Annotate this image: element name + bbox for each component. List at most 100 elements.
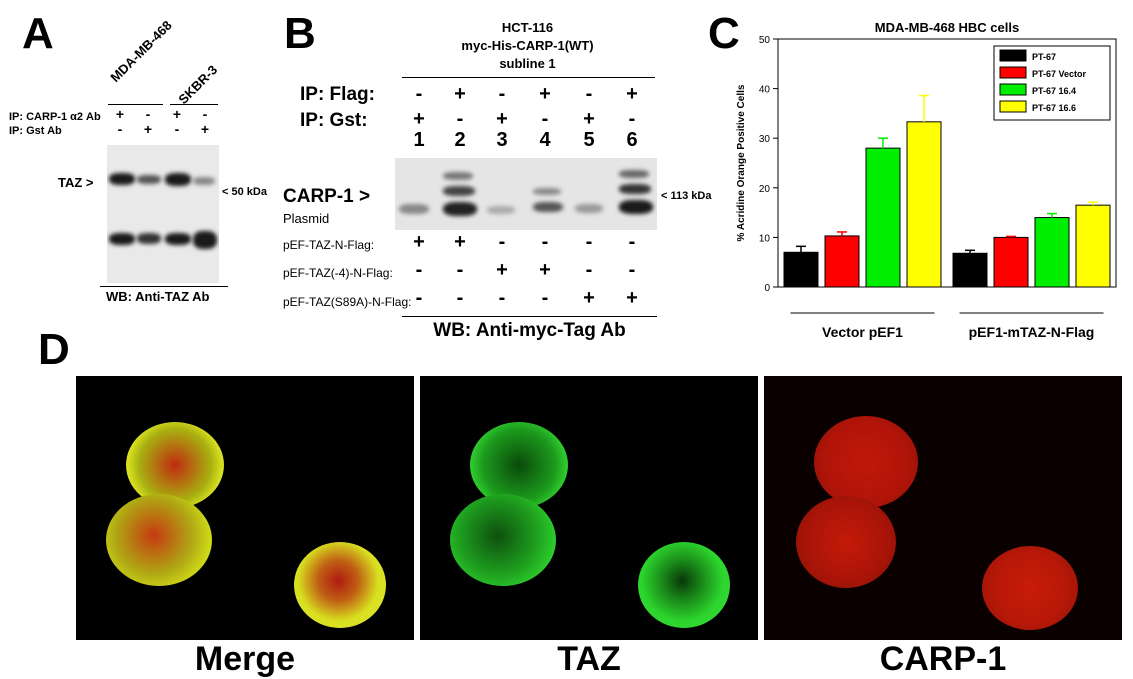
legend-swatch [999, 49, 1027, 62]
cell [126, 422, 224, 508]
y-tick-label: 40 [759, 85, 771, 96]
legend-label: PT-67 16.4 [1032, 86, 1076, 96]
mda-column-line [108, 104, 163, 105]
mark: + [200, 121, 210, 137]
mark: + [539, 259, 551, 281]
legend-label: PT-67 16.6 [1032, 103, 1076, 113]
mark: - [117, 121, 123, 137]
cell [814, 416, 918, 508]
ip-row-label-carp: IP: CARP-1 α2 Ab [9, 111, 101, 123]
legend-label: PT-67 Vector [1032, 69, 1087, 79]
mark: + [626, 287, 638, 309]
y-tick-label: 20 [759, 184, 771, 195]
blot-band [109, 173, 135, 185]
mark: - [415, 83, 423, 105]
lane-number: 1 [413, 129, 425, 151]
cell [796, 496, 896, 588]
lane-number: 5 [583, 129, 595, 151]
y-tick-label: 0 [764, 283, 770, 294]
bar [783, 251, 819, 288]
mark: - [541, 287, 549, 309]
blot-band [193, 177, 215, 185]
header-line: myc-His-CARP-1(WT) [461, 38, 594, 53]
group-label: pEF1-mTAZ-N-Flag [969, 324, 1095, 340]
legend-swatch [999, 83, 1027, 96]
mark: - [628, 259, 636, 281]
caption-taz: TAZ [557, 640, 621, 678]
bar [1075, 204, 1111, 288]
mark: - [585, 231, 593, 253]
wb-line-a [100, 286, 228, 287]
caption-merge: Merge [194, 640, 296, 678]
carp1-micrograph [764, 376, 1122, 640]
panel-label-c: C [708, 9, 740, 58]
ip-gst-label: IP: Gst: [300, 110, 368, 131]
mark: - [541, 108, 549, 130]
mark: + [454, 231, 466, 253]
header-line: HCT-116 [501, 20, 554, 35]
mark: - [585, 83, 593, 105]
carp1-band-label: CARP-1 > [283, 186, 371, 207]
mark: - [585, 259, 593, 281]
blot-band [575, 204, 603, 213]
mark: - [415, 259, 423, 281]
acridine-orange-bar-chart: MDA-MB-468 HBC cells 0 10 20 30 40 50 % Acridin… [736, 20, 1117, 340]
blot-band [487, 206, 515, 214]
ip-flag-label: IP: Flag: [300, 84, 375, 105]
mark: + [496, 259, 508, 281]
y-tick-label: 10 [759, 233, 771, 244]
caption-carp1: CARP-1 [879, 640, 1007, 678]
plasmid-row-label: pEF-TAZ(S89A)-N-Flag: [283, 295, 412, 309]
blot-band [443, 172, 473, 180]
taz-size-marker: < 50 kDa [222, 186, 267, 198]
mark: - [498, 231, 506, 253]
mark: - [541, 231, 549, 253]
cell [294, 542, 386, 628]
plasmid-row-label: pEF-TAZ(-4)-N-Flag: [283, 266, 393, 280]
mark: - [498, 83, 506, 105]
bar [993, 236, 1029, 288]
mark: - [145, 106, 151, 122]
blot-band [165, 233, 191, 245]
blot-band [533, 202, 563, 212]
plasmid-row-label: pEF-TAZ-N-Flag: [283, 238, 375, 252]
mark: + [496, 108, 508, 130]
cell [106, 494, 212, 586]
mark: + [583, 108, 595, 130]
taz-band-label: TAZ > [58, 175, 94, 190]
mark: - [415, 287, 423, 309]
bar [865, 147, 901, 288]
panel-label-b: B [284, 9, 316, 58]
blot-band [165, 173, 191, 186]
mark: - [456, 108, 464, 130]
wb-label-b: WB: Anti-myc-Tag Ab [433, 320, 626, 341]
mark: - [628, 108, 636, 130]
mark: + [172, 106, 182, 122]
panel-label-a: A [22, 9, 54, 58]
cell [470, 422, 568, 508]
panel-label-d: D [38, 325, 70, 374]
mark: - [174, 121, 180, 137]
column-label-mda: MDA-MB-468 [107, 17, 175, 85]
plasmid-label: Plasmid [283, 211, 330, 226]
mark: + [454, 83, 466, 105]
cell [982, 546, 1078, 630]
blot-band [619, 184, 651, 194]
blot-band [619, 170, 649, 178]
group-label: Vector pEF1 [822, 324, 903, 340]
header-line: subline 1 [499, 56, 556, 71]
skbr-column-line [170, 104, 218, 105]
mark: + [115, 106, 125, 122]
blot-band [137, 175, 161, 184]
chart-title: MDA-MB-468 HBC cells [875, 20, 1019, 35]
mark: - [498, 287, 506, 309]
y-tick-label: 50 [759, 35, 771, 46]
blot-band [619, 200, 653, 214]
cell [450, 494, 556, 586]
lane-number: 2 [454, 129, 466, 151]
mark: + [583, 287, 595, 309]
ip-row-label-gst: IP: Gst Ab [9, 125, 62, 137]
mark: - [456, 287, 464, 309]
mark: + [413, 231, 425, 253]
merge-micrograph [76, 376, 414, 640]
